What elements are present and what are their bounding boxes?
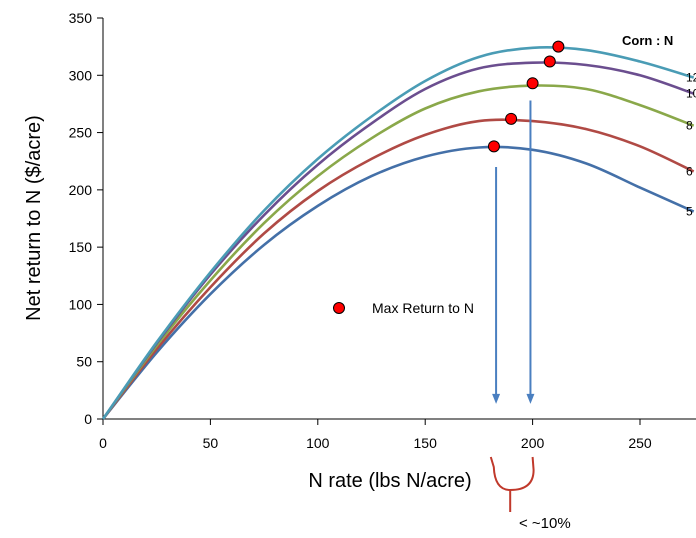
x-tick-label: 100 <box>306 435 330 451</box>
y-tick-label: 50 <box>76 354 92 370</box>
series-label-6: 6 <box>686 165 693 179</box>
x-tick-label: 0 <box>99 435 107 451</box>
series-line-10 <box>101 61 695 420</box>
annotation-text: < ~10% <box>519 515 571 532</box>
axes: 0 50 100 150 200 250 300 350 0 50 100 150 200 250 <box>69 10 696 451</box>
series-line-6 <box>101 118 695 420</box>
series-label-5: 5 <box>686 205 693 219</box>
x-tick-label: 200 <box>521 435 545 451</box>
y-tick-label: 100 <box>69 296 93 312</box>
max-point-12 <box>552 40 565 53</box>
x-tick-label: 50 <box>203 435 219 451</box>
y-tick-label: 300 <box>69 67 93 83</box>
arrow-head-1 <box>526 393 535 404</box>
y-tick-label: 200 <box>69 182 93 198</box>
x-tick-label: 150 <box>414 435 438 451</box>
series-labels: 12 10 8 6 5 Corn : N <box>622 33 696 219</box>
x-tick-label: 250 <box>628 435 652 451</box>
y-tick-label: 0 <box>84 411 92 427</box>
arrow-head-0 <box>492 393 501 404</box>
x-axis-title: N rate (lbs N/acre) <box>308 470 471 492</box>
annotation: < ~10% <box>489 456 571 532</box>
series-line-8 <box>101 84 695 420</box>
bracket <box>489 456 535 512</box>
y-tick-label: 250 <box>69 125 93 141</box>
legend-label: Max Return to N <box>372 300 474 316</box>
arrows <box>492 100 535 404</box>
series-line-5 <box>101 145 695 420</box>
series-label-10: 10 <box>686 87 696 101</box>
y-tick-label: 150 <box>69 239 93 255</box>
series-label-8: 8 <box>686 119 693 133</box>
series-label-12: 12 <box>686 71 696 85</box>
legend-marker <box>333 302 345 314</box>
max-point-10 <box>543 55 556 68</box>
max-markers <box>487 40 565 153</box>
series-line-12 <box>101 46 695 420</box>
max-point-6 <box>505 112 518 125</box>
max-point-5 <box>487 140 500 153</box>
max-point-8 <box>526 77 539 90</box>
y-tick-label: 350 <box>69 10 93 26</box>
series-header: Corn : N <box>622 33 673 48</box>
y-axis-title: Net return to N ($/acre) <box>23 115 45 321</box>
series-lines <box>101 46 695 420</box>
legend: Max Return to N <box>333 300 474 316</box>
